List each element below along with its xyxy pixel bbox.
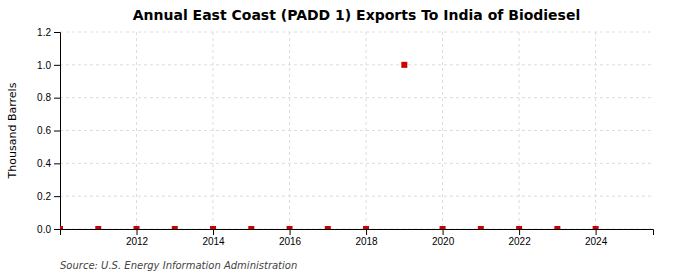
tick: 0.4 xyxy=(37,158,60,169)
tick-mark xyxy=(54,163,60,164)
point xyxy=(478,226,484,229)
point xyxy=(210,226,216,229)
y-axis: 0.0 0.2 0.4 0.6 0.8 1.0 1.2 xyxy=(37,27,60,235)
tick-label: 2012 xyxy=(126,236,149,247)
tick-label: 2016 xyxy=(279,236,302,247)
grid-line xyxy=(60,32,653,33)
grid-line xyxy=(136,32,137,229)
tick-mark xyxy=(519,229,520,235)
point xyxy=(172,226,178,229)
tick-label: 2018 xyxy=(355,236,378,247)
x-axis: 2012 2014 2016 2018 2020 2022 2024 xyxy=(61,229,654,247)
tick-label: 2022 xyxy=(508,236,531,247)
point xyxy=(440,226,446,229)
tick: 1.0 xyxy=(37,60,60,71)
point xyxy=(134,226,140,229)
grid-line xyxy=(60,130,653,131)
title: Annual East Coast (PADD 1) Exports To In… xyxy=(133,7,581,23)
grid xyxy=(60,32,653,229)
tick: 0.6 xyxy=(37,125,60,136)
tick-mark xyxy=(443,229,444,235)
tick: 2016 xyxy=(279,229,302,247)
tick: 2014 xyxy=(202,229,225,247)
tick-label: 0.0 xyxy=(37,224,51,235)
point xyxy=(554,226,560,229)
tick-mark xyxy=(54,98,60,99)
grid-line xyxy=(213,32,214,229)
grid-line xyxy=(519,32,520,229)
point xyxy=(516,226,522,229)
tick: 0.8 xyxy=(37,92,60,103)
point xyxy=(363,226,369,229)
grid-line xyxy=(595,32,596,229)
axis-line xyxy=(54,33,61,230)
tick-label: 0.8 xyxy=(37,92,51,103)
grid-line xyxy=(366,32,367,229)
tick: 0.2 xyxy=(37,191,60,202)
grid-line xyxy=(60,64,653,65)
tick: 1.2 xyxy=(37,27,60,38)
tick-label: 2024 xyxy=(585,236,608,247)
tick-mark xyxy=(54,65,60,66)
grid-line xyxy=(442,32,443,229)
point xyxy=(248,226,254,229)
tick-label: 0.6 xyxy=(37,125,51,136)
tick: 0.0 xyxy=(37,224,60,235)
tick-mark xyxy=(290,229,291,235)
grid-line xyxy=(289,32,290,229)
grid-line xyxy=(60,163,653,164)
tick-label: 0.2 xyxy=(37,191,51,202)
y-axis-title: Thousand Barrels xyxy=(6,82,19,179)
point xyxy=(401,62,407,68)
tick-mark xyxy=(54,196,60,197)
tick-mark xyxy=(366,229,367,235)
tick-label: 0.4 xyxy=(37,158,51,169)
marks xyxy=(60,62,599,229)
tick-mark xyxy=(54,32,60,33)
tick-label: 2020 xyxy=(432,236,455,247)
tick: 2022 xyxy=(508,229,531,247)
tick-label: 2014 xyxy=(202,236,225,247)
tick-mark xyxy=(137,229,138,235)
point xyxy=(287,226,293,229)
axis-line xyxy=(61,230,654,236)
chart: 2012 2014 2016 2018 2020 2022 2024 0.0 0.2 0.4 0.6… xyxy=(0,0,675,275)
point xyxy=(325,226,331,229)
grid-line xyxy=(60,196,653,197)
point xyxy=(60,226,63,229)
tick-mark xyxy=(213,229,214,235)
tick-mark xyxy=(54,131,60,132)
tick: 2012 xyxy=(126,229,149,247)
plot: 2012 2014 2016 2018 2020 2022 2024 0.0 0.2 0.4 0.6… xyxy=(37,27,653,247)
point xyxy=(593,226,599,229)
source: Source: U.S. Energy Information Administ… xyxy=(60,260,297,271)
tick-label: 1.0 xyxy=(37,60,51,71)
tick: 2020 xyxy=(432,229,455,247)
tick-label: 1.2 xyxy=(37,27,51,38)
tick: 2024 xyxy=(585,229,608,247)
tick: 2018 xyxy=(355,229,378,247)
grid-line xyxy=(60,97,653,98)
tick-mark xyxy=(54,229,60,230)
tick-mark xyxy=(596,229,597,235)
point xyxy=(95,226,101,229)
